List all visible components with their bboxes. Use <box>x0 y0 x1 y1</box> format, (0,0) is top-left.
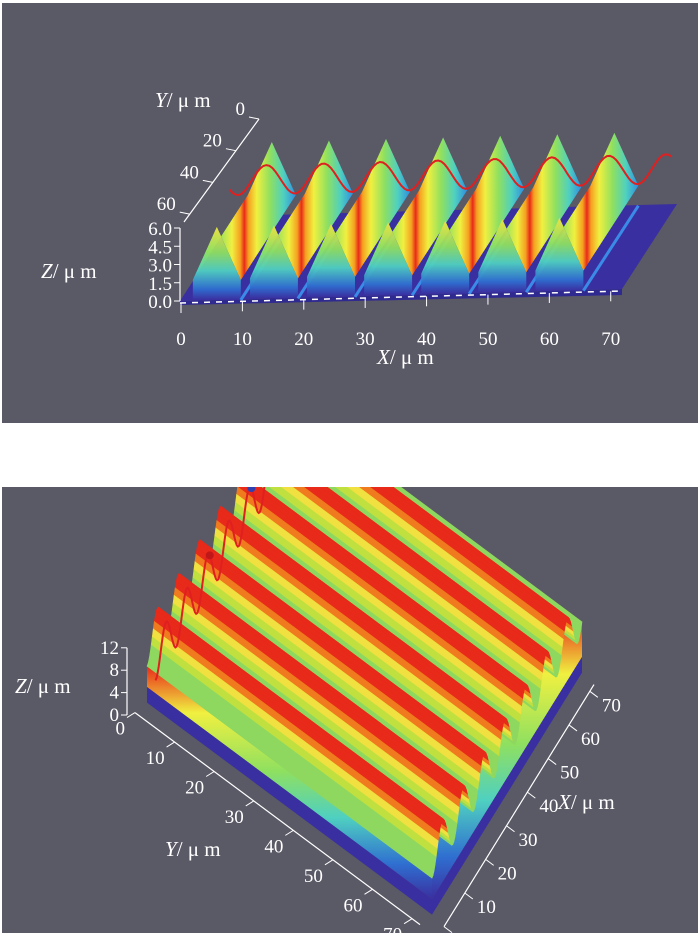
y-tick <box>166 741 175 748</box>
y-tick <box>403 918 413 925</box>
z-tick-label: 6.0 <box>148 219 172 240</box>
surface-strip <box>146 663 434 879</box>
y-tick <box>364 888 373 895</box>
profile-line <box>228 153 673 197</box>
z-tick-label: 0 <box>110 705 120 726</box>
ridge-front <box>307 223 355 297</box>
ridge-top <box>478 134 582 273</box>
y-tick-label: 40 <box>264 836 283 857</box>
ridge-front <box>364 222 413 296</box>
x-tick-label: 60 <box>540 329 559 350</box>
x-tick <box>443 926 453 933</box>
y-tick-label: 60 <box>157 194 176 215</box>
y-tick <box>285 829 294 836</box>
side-wall-right <box>432 617 582 899</box>
y-tick-label: 0 <box>116 719 126 740</box>
profile-line <box>154 487 266 681</box>
y-tick <box>202 179 213 183</box>
x-tick <box>589 690 599 698</box>
x-tick-label: 50 <box>560 763 579 784</box>
ridge-top <box>249 140 353 279</box>
ridge-front <box>478 219 527 293</box>
ridge-front <box>249 225 298 299</box>
x-tick-label: 10 <box>233 329 252 350</box>
x-tick-label: 30 <box>356 329 375 350</box>
z-tick-label: 1.5 <box>148 274 172 295</box>
x-tick <box>485 858 494 866</box>
y-tick <box>126 712 136 719</box>
z-tick-label: 8 <box>110 660 120 681</box>
ridge-top <box>307 138 410 277</box>
side-wall-left <box>147 666 432 899</box>
z-tick-label: 0.0 <box>148 292 172 313</box>
ridge-front <box>421 220 470 294</box>
x-tick-label: 40 <box>417 329 436 350</box>
y-tick-label: 20 <box>185 777 204 798</box>
ridge-top <box>192 142 296 280</box>
y-tick <box>225 148 237 152</box>
x-tick-label: 20 <box>294 329 313 350</box>
y-tick-label: 50 <box>304 866 323 887</box>
ridge-front <box>192 227 241 300</box>
surface-plot-front-svg: 0 10 20 30 40 50 60 70 X/ μ m 0.01.53.04.56.0 Z/ μ… <box>41 88 677 369</box>
x-tick <box>506 825 515 833</box>
profile-marker <box>205 551 214 560</box>
x-tick-label: 0 <box>176 329 186 350</box>
surface-top <box>180 132 677 305</box>
y-tick <box>179 211 190 215</box>
y-tick-label: 40 <box>180 162 199 183</box>
x-tick-label: 30 <box>519 830 538 851</box>
x-tick <box>547 758 557 765</box>
y-tick-label: 0 <box>236 99 246 120</box>
y-tick-label: 30 <box>225 807 244 828</box>
x-axis-line <box>179 290 623 304</box>
z-tick-label: 3.0 <box>148 256 172 277</box>
surface-plot-front: 0 10 20 30 40 50 60 70 X/ μ m 0.0 1.5 3.0 4.5 6.0 Z/ μ… <box>2 3 698 423</box>
y-tick <box>245 800 255 807</box>
x-tick-label: 10 <box>477 897 496 918</box>
x-tick-label: 0 <box>456 931 466 933</box>
x-tick <box>527 791 536 799</box>
ridge-top <box>364 137 468 276</box>
x-tick-label: 50 <box>478 329 497 350</box>
y-tick <box>248 116 260 120</box>
x-tick-label: 70 <box>602 695 621 716</box>
x-axis-title: X/ μ m <box>376 345 434 369</box>
z-tick-label: 12 <box>100 638 119 659</box>
x-tick-label: 20 <box>498 863 517 884</box>
z-axis-title: Z/ μ m <box>41 259 97 283</box>
y-tick <box>205 771 215 777</box>
x-tick-label: 40 <box>539 796 558 817</box>
z-axis-title: Z/ μ m <box>15 674 71 698</box>
z-tick-label: 4.5 <box>148 237 172 258</box>
ridge-front <box>535 217 584 291</box>
valley-line <box>582 204 640 292</box>
surface-bottom <box>146 487 583 915</box>
base-edge-right <box>432 657 582 915</box>
y-axis-title: Y/ μ m <box>155 88 211 112</box>
x-tick <box>568 724 578 732</box>
y-tick <box>324 859 334 866</box>
base-edge-left <box>147 687 432 915</box>
x-tick-label: 70 <box>601 329 620 350</box>
ridge-top <box>421 135 525 274</box>
y-tick-label: 70 <box>383 925 402 933</box>
x-tick <box>464 892 474 900</box>
x-axis-title: X/ μ m <box>557 790 615 814</box>
z-tick-label: 4 <box>110 683 120 704</box>
y-tick-label: 20 <box>203 131 222 152</box>
y-axis-title: Y/ μ m <box>165 837 221 861</box>
x-tick-label: 60 <box>581 729 600 750</box>
y-tick-label: 60 <box>344 895 363 916</box>
y-tick-label: 10 <box>146 748 165 769</box>
axes-top: 0 10 20 30 40 50 60 70 X/ μ m 0.01.53.04.56.0 Z/ μ… <box>41 88 623 369</box>
y-axis-line <box>183 118 260 223</box>
profile-marker <box>247 487 256 493</box>
ridge-top <box>535 132 639 271</box>
ridge <box>535 132 640 292</box>
